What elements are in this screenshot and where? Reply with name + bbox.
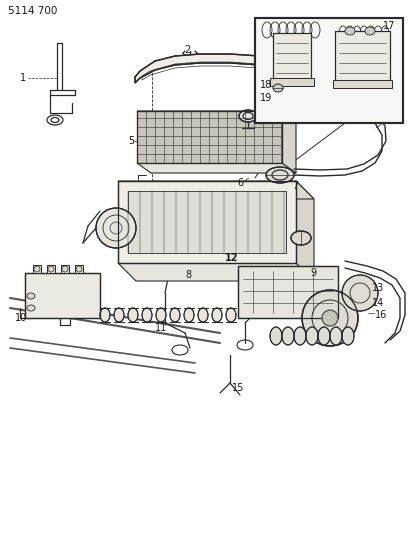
Ellipse shape: [142, 308, 152, 322]
Ellipse shape: [345, 27, 355, 35]
Text: 14: 14: [372, 298, 384, 308]
Bar: [238, 266, 338, 318]
Ellipse shape: [273, 84, 283, 92]
Polygon shape: [137, 163, 296, 173]
Ellipse shape: [170, 308, 180, 322]
Ellipse shape: [318, 327, 330, 345]
Ellipse shape: [114, 308, 124, 322]
Polygon shape: [137, 111, 296, 121]
Text: 5114 700: 5114 700: [8, 6, 58, 16]
Text: 12: 12: [225, 253, 239, 263]
Text: 6: 6: [385, 116, 391, 126]
Polygon shape: [296, 181, 314, 281]
Ellipse shape: [239, 110, 257, 122]
Ellipse shape: [128, 308, 138, 322]
Text: 18: 18: [260, 80, 272, 90]
Text: 6: 6: [237, 178, 243, 188]
Ellipse shape: [27, 293, 35, 299]
Ellipse shape: [27, 305, 35, 311]
Text: 13: 13: [372, 283, 384, 293]
Polygon shape: [135, 54, 315, 83]
Bar: [273, 33, 311, 81]
Ellipse shape: [291, 231, 311, 245]
Polygon shape: [118, 181, 314, 199]
Ellipse shape: [184, 308, 194, 322]
Text: 16: 16: [375, 310, 387, 320]
Ellipse shape: [294, 327, 306, 345]
Text: 5: 5: [128, 136, 134, 146]
Ellipse shape: [198, 308, 208, 322]
Text: 9: 9: [310, 268, 316, 278]
Text: 19: 19: [260, 93, 272, 103]
Text: 8: 8: [185, 270, 191, 280]
Bar: [75, 265, 83, 273]
Polygon shape: [137, 111, 282, 163]
Ellipse shape: [226, 308, 236, 322]
Bar: [128, 191, 286, 253]
Text: 7: 7: [292, 181, 298, 191]
Text: 2: 2: [184, 45, 190, 55]
Bar: [335, 31, 390, 83]
Text: 10: 10: [15, 313, 27, 323]
Polygon shape: [118, 181, 296, 263]
Ellipse shape: [270, 327, 282, 345]
Ellipse shape: [365, 27, 375, 35]
Ellipse shape: [330, 327, 342, 345]
Text: 15: 15: [232, 383, 244, 393]
Ellipse shape: [313, 37, 337, 53]
Text: 3: 3: [360, 60, 366, 70]
Polygon shape: [282, 111, 296, 173]
Bar: [255, 18, 403, 123]
Polygon shape: [118, 263, 314, 281]
Bar: [333, 80, 392, 88]
Bar: [47, 265, 55, 273]
Bar: [25, 273, 100, 318]
Text: 11: 11: [155, 323, 167, 333]
Ellipse shape: [306, 327, 318, 345]
Ellipse shape: [47, 115, 63, 125]
Ellipse shape: [330, 111, 344, 119]
Ellipse shape: [266, 167, 294, 183]
Bar: [270, 78, 314, 86]
Ellipse shape: [322, 310, 338, 326]
Ellipse shape: [342, 275, 378, 311]
Ellipse shape: [100, 308, 110, 322]
Bar: [25, 273, 100, 318]
Text: 17: 17: [383, 21, 395, 31]
Ellipse shape: [212, 308, 222, 322]
Bar: [255, 18, 403, 123]
Text: 4: 4: [258, 113, 264, 123]
Bar: [273, 33, 311, 81]
Ellipse shape: [282, 327, 294, 345]
Polygon shape: [292, 41, 358, 75]
Ellipse shape: [156, 308, 166, 322]
Ellipse shape: [342, 327, 354, 345]
Bar: [61, 265, 69, 273]
Ellipse shape: [96, 208, 136, 248]
Ellipse shape: [302, 290, 358, 346]
Bar: [33, 265, 41, 273]
Bar: [335, 31, 390, 83]
Bar: [238, 266, 338, 318]
Text: 1: 1: [20, 73, 26, 83]
